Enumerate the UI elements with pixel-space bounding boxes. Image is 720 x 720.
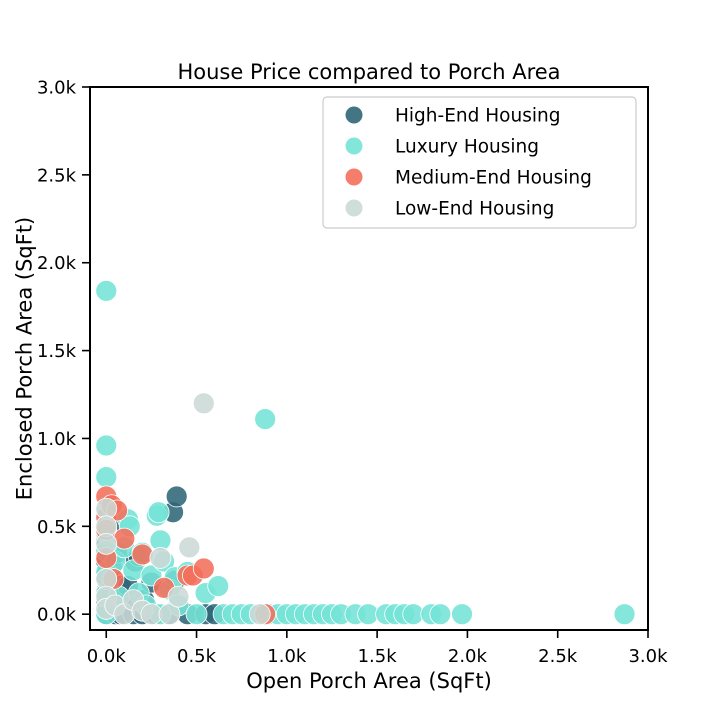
x-axis-ticks: 0.0k 0.5k 1.0k 1.5k 2.0k 2.5k 3.0k <box>87 630 668 667</box>
point-luxury-housing <box>451 603 473 626</box>
point-luxury-housing <box>254 408 277 431</box>
legend-marker <box>345 137 363 155</box>
point-low-end-housing <box>248 603 271 626</box>
legend-label: High-End Housing <box>395 106 560 127</box>
chart-title: House Price compared to Porch Area <box>177 60 560 84</box>
legend-box <box>322 96 637 229</box>
point-medium-end-housing <box>131 543 154 566</box>
legend-label: Low-End Housing <box>395 199 554 220</box>
y-tick-label: 1.0k <box>37 429 77 450</box>
point-medium-end-housing <box>113 527 136 550</box>
legend-label: Medium-End Housing <box>395 168 592 189</box>
x-axis-label: Open Porch Area (SqFt) <box>246 669 492 693</box>
y-tick-label: 1.5k <box>37 341 77 362</box>
x-tick-label: 0.5k <box>177 646 217 667</box>
point-low-end-housing <box>167 585 190 608</box>
x-tick-label: 2.5k <box>538 646 578 667</box>
legend-marker <box>345 106 363 124</box>
point-low-end-housing <box>158 603 181 626</box>
point-low-end-housing <box>192 392 215 415</box>
x-tick-label: 3.0k <box>628 646 668 667</box>
x-tick-label: 0.0k <box>87 646 127 667</box>
point-luxury-housing <box>147 501 170 524</box>
legend: High-End Housing Luxury Housing Medium-End… <box>322 96 637 229</box>
x-tick-label: 1.5k <box>358 646 398 667</box>
legend-marker <box>345 199 363 217</box>
point-medium-end-housing <box>192 557 215 580</box>
point-luxury-housing <box>613 603 636 626</box>
point-low-end-housing <box>95 532 118 555</box>
legend-label: Luxury Housing <box>395 137 539 158</box>
y-tick-label: 2.5k <box>37 165 77 186</box>
y-tick-label: 0.0k <box>37 605 77 626</box>
y-tick-label: 2.0k <box>37 253 77 274</box>
point-low-end-housing <box>178 536 201 559</box>
legend-marker <box>345 168 363 186</box>
point-luxury-housing <box>95 466 118 489</box>
point-luxury-housing <box>95 279 118 302</box>
point-luxury-housing <box>429 603 452 626</box>
point-luxury-housing <box>95 434 118 457</box>
y-tick-label: 0.5k <box>37 517 77 538</box>
y-axis-ticks: 0.0k 0.5k 1.0k 1.5k 2.0k 2.5k 3.0k <box>37 78 90 626</box>
plot-frame <box>89 86 649 631</box>
data-points <box>95 279 636 626</box>
y-tick-label: 3.0k <box>37 78 77 99</box>
point-luxury-housing <box>185 603 208 626</box>
point-low-end-housing <box>149 547 172 569</box>
y-axis-label: Enclosed Porch Area (SqFt) <box>13 217 37 501</box>
x-tick-label: 1.0k <box>267 646 307 667</box>
point-high-end-housing <box>165 485 188 508</box>
point-luxury-housing <box>207 575 230 597</box>
x-tick-label: 2.0k <box>448 646 488 667</box>
